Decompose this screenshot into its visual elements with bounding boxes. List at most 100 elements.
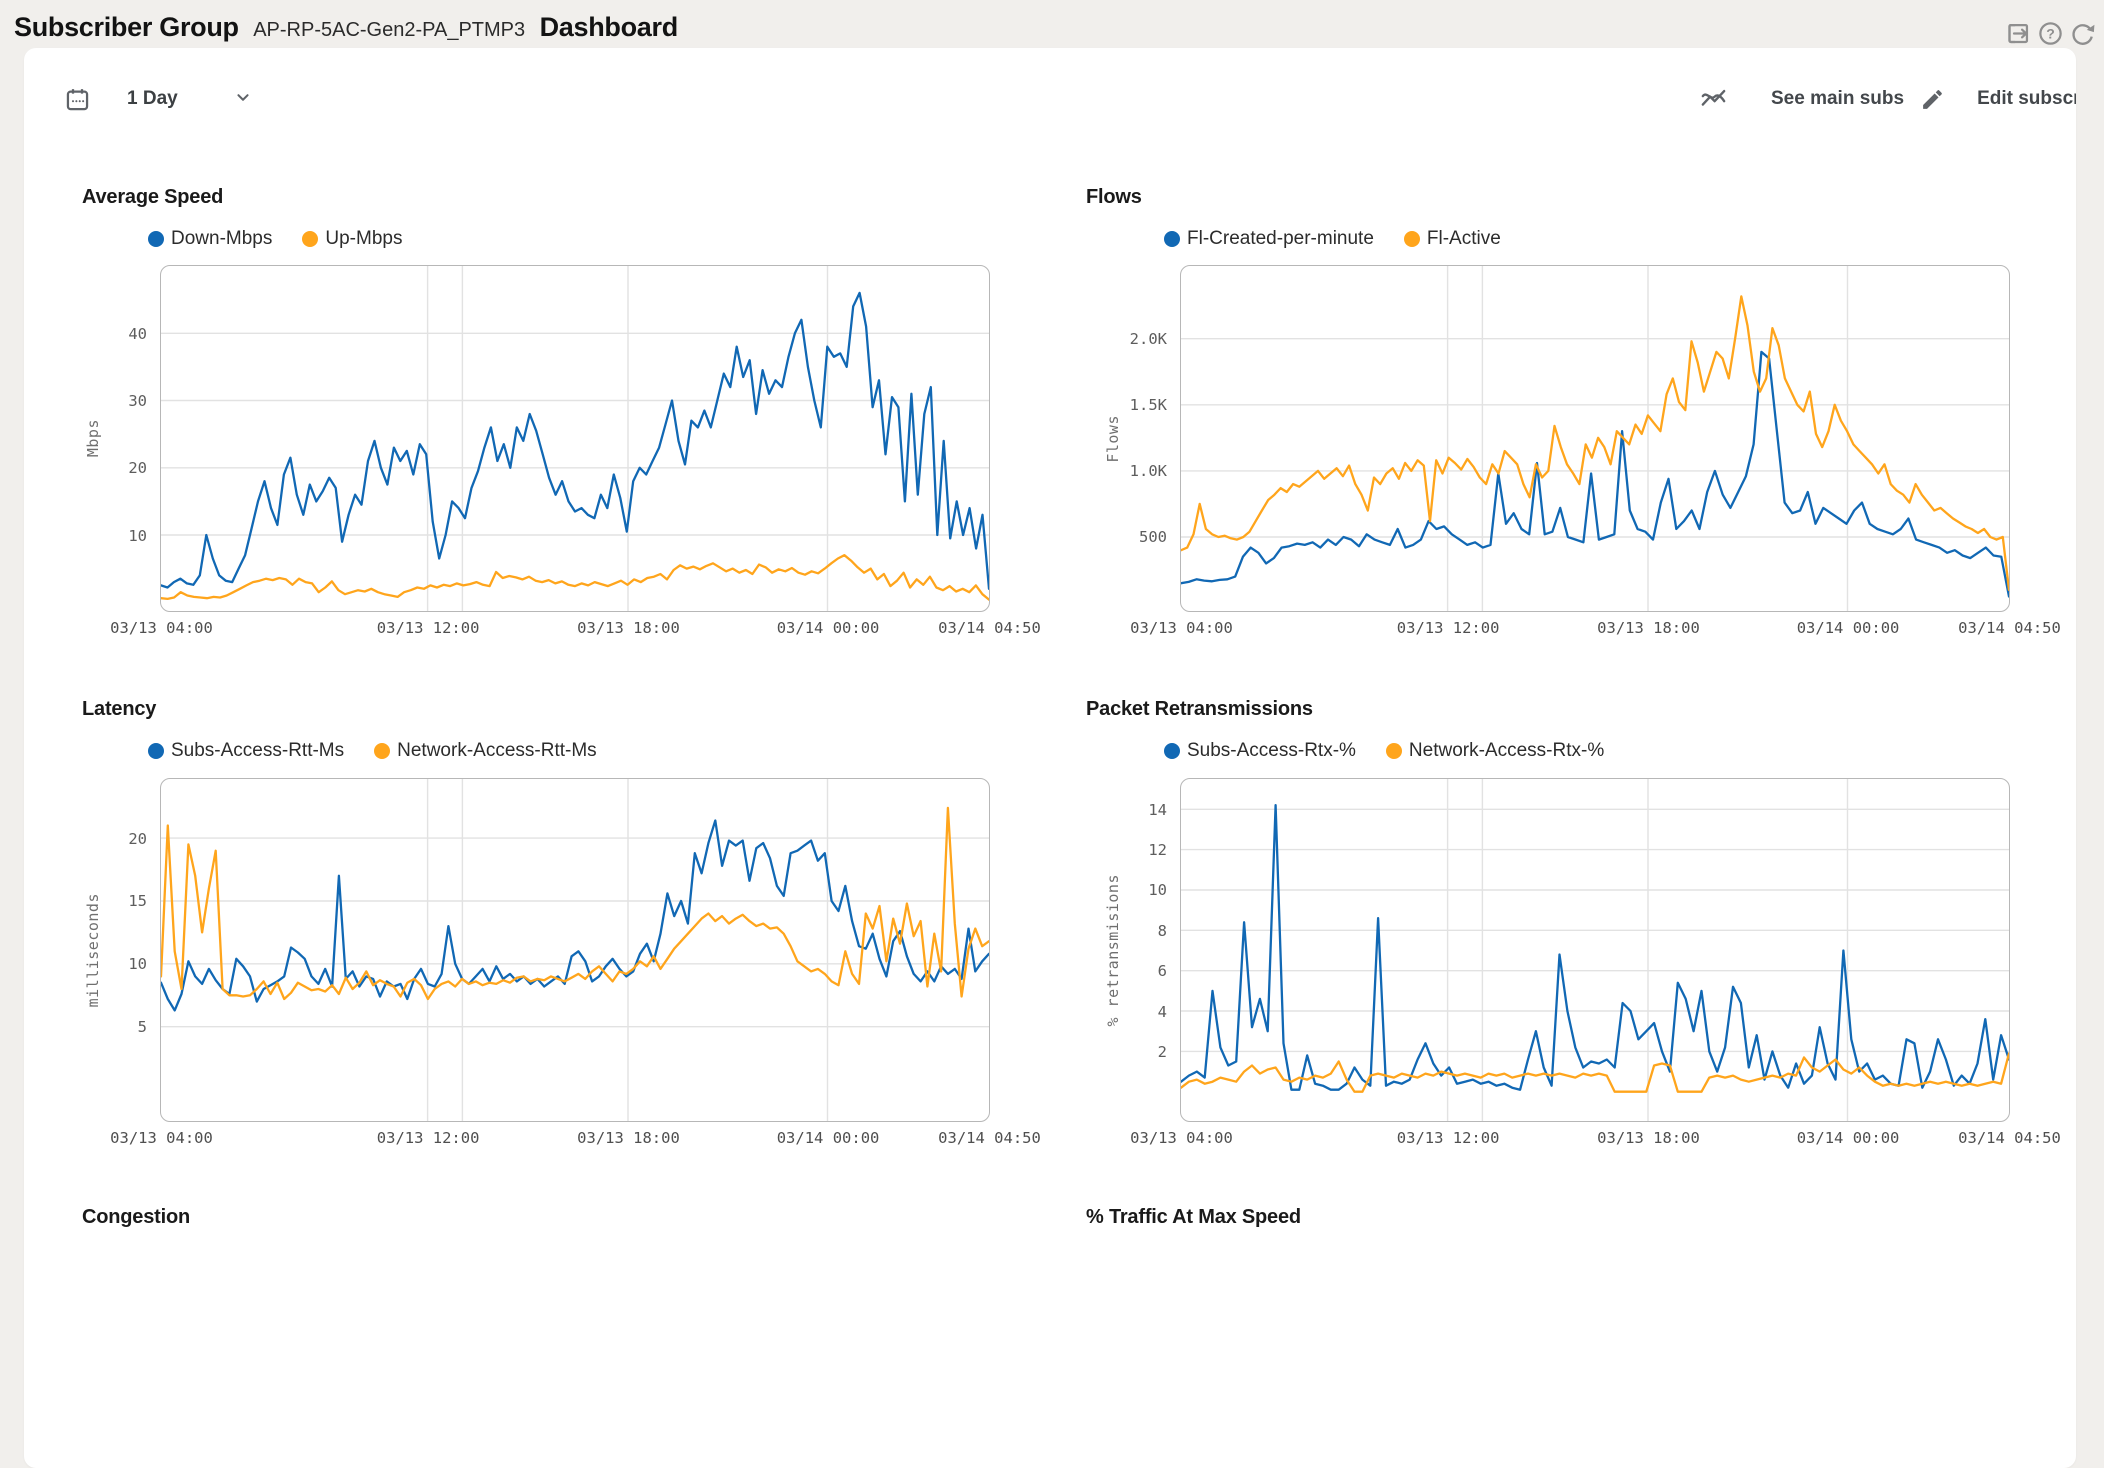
chart-title: Average Speed [82, 186, 224, 208]
y-axis-tick-label: 4 [1157, 1002, 1167, 1021]
x-axis-tick-label: 03/13 04:00 [1130, 619, 1233, 637]
legend-item[interactable]: Subs-Access-Rtx-% [1164, 740, 1356, 762]
plot-area[interactable]: milliseconds 5 10 15 20 03/13 04:00 03/13 12:… [84, 778, 1041, 1147]
y-axis-tick-label: 8 [1157, 921, 1167, 940]
x-axis-tick-label: 03/14 00:00 [1796, 1129, 1900, 1147]
chart-flows: Flows Fl-Created-per-minute Fl-Active Fl… [1086, 186, 2061, 691]
help-icon[interactable]: ? [2037, 20, 2064, 47]
y-axis-tick-label: 1.0K [1129, 462, 1167, 481]
legend-label: Fl-Created-per-minute [1187, 228, 1374, 249]
x-axis-tick-label: 03/14 00:00 [1796, 619, 1900, 637]
svg-text:?: ? [2046, 25, 2055, 41]
y-axis-tick-label: 12 [1148, 841, 1167, 860]
edit-pencil-icon[interactable] [1920, 87, 1945, 112]
time-range-value[interactable]: 1 Day [127, 88, 178, 109]
x-axis-tick-label: 03/13 18:00 [1597, 1129, 1700, 1147]
legend-dot [148, 231, 164, 247]
legend-item[interactable]: Fl-Created-per-minute [1164, 228, 1374, 250]
y-axis-tick-label: 5 [137, 1018, 147, 1037]
legend-label: Subs-Access-Rtt-Ms [171, 740, 345, 761]
legend-label: Up-Mbps [325, 228, 403, 249]
legend-dot [302, 231, 319, 247]
chart-packet-retransmissions: Packet Retransmissions Subs-Access-Rtx-%… [1086, 698, 2061, 1203]
y-axis-tick-label: 1.5K [1129, 396, 1167, 415]
multiline-chart-icon[interactable] [1700, 86, 1727, 113]
page-title-prefix: Subscriber Group [14, 12, 239, 42]
calendar-icon[interactable] [64, 86, 91, 113]
y-axis-tick-label: 10 [128, 955, 147, 974]
chart-legend: Down-Mbps Up-Mbps [148, 228, 402, 250]
legend-dot [1385, 743, 1402, 759]
chart-legend: Subs-Access-Rtx-% Network-Access-Rtx-% [1164, 740, 1604, 762]
y-axis-tick-label: 20 [128, 459, 147, 478]
x-axis-tick-label: 03/14 04:50 [938, 1129, 1041, 1147]
y-axis-tick-label: 10 [128, 526, 147, 545]
y-axis-tick-label: 30 [128, 392, 147, 410]
legend-item[interactable]: Subs-Access-Rtt-Ms [148, 740, 344, 762]
x-axis-tick-label: 03/13 18:00 [1597, 619, 1700, 637]
x-axis-tick-label: 03/13 04:00 [110, 1129, 213, 1147]
header-icon-group: ? [2005, 20, 2096, 47]
y-axis-title: milliseconds [84, 892, 102, 1008]
x-axis-tick-label: 03/13 04:00 [110, 619, 213, 637]
x-axis-tick-label: 03/13 12:00 [376, 619, 480, 637]
legend-item[interactable]: Up-Mbps [302, 228, 402, 250]
x-axis-tick-label: 03/14 04:50 [1958, 619, 2061, 637]
plot-canvas[interactable] [1180, 265, 2010, 612]
plot-canvas[interactable] [1180, 778, 2010, 1122]
chart-title: Packet Retransmissions [1086, 698, 1313, 720]
chart-latency: Latency Subs-Access-Rtt-Ms Network-Acces… [82, 698, 1052, 1203]
y-axis-tick-label: 10 [1148, 881, 1167, 900]
dashboard-card: 1 Day See main subs Edit subscriber Aver… [24, 48, 2076, 1468]
x-axis-tick-label: 03/13 12:00 [1396, 619, 1500, 637]
legend-dot [1164, 743, 1180, 759]
page-title-suffix: Dashboard [539, 12, 679, 42]
legend-item[interactable]: Fl-Active [1403, 228, 1501, 250]
y-axis-tick-label: 500 [1139, 528, 1167, 547]
subscriber-group-name: AP-RP-5AC-Gen2-PA_PTMP3 [253, 19, 526, 41]
edit-subscriber-button[interactable]: Edit subscriber [1977, 88, 2076, 109]
y-axis-tick-label: 15 [128, 892, 147, 911]
plot-area[interactable]: % retransmisions 2 4 6 8 10 12 14 03/13 04:00 03… [1104, 778, 2061, 1147]
y-axis-tick-label: 14 [1148, 800, 1167, 819]
x-axis-tick-label: 03/13 12:00 [1396, 1129, 1500, 1147]
x-axis-tick-label: 03/14 04:50 [938, 619, 1041, 637]
legend-item[interactable]: Network-Access-Rtt-Ms [374, 740, 597, 762]
x-axis-tick-label: 03/14 00:00 [776, 619, 880, 637]
y-axis-title: % retransmisions [1104, 873, 1122, 1027]
legend-label: Network-Access-Rtx-% [1408, 740, 1605, 761]
chart-title-congestion: Congestion [82, 1206, 190, 1228]
toolbar-right: See main subs Edit subscriber [1684, 82, 2076, 116]
plot-area[interactable]: Mbps 10 20 30 40 03/13 04:00 03/13 12:00 03/13… [84, 265, 1041, 637]
toolbar-left: 1 Day [64, 82, 254, 116]
chevron-down-icon[interactable] [232, 86, 254, 113]
y-axis-tick-label: 6 [1157, 962, 1167, 981]
legend-label: Fl-Active [1426, 228, 1501, 249]
chart-legend: Subs-Access-Rtt-Ms Network-Access-Rtt-Ms [148, 740, 597, 762]
x-axis-tick-label: 03/13 18:00 [577, 619, 680, 637]
y-axis-title: Flows [1104, 414, 1122, 463]
see-main-subs-button[interactable]: See main subs [1771, 88, 1905, 109]
refresh-icon[interactable] [2069, 20, 2096, 47]
legend-label: Network-Access-Rtt-Ms [397, 740, 597, 761]
chart-average-speed: Average Speed Down-Mbps Up-Mbps Mbps 10 2… [82, 186, 1052, 691]
x-axis-tick-label: 03/13 12:00 [376, 1129, 480, 1147]
chart-title: Latency [82, 698, 157, 720]
x-axis-tick-label: 03/13 04:00 [1130, 1129, 1233, 1147]
x-axis-tick-label: 03/14 04:50 [1958, 1129, 2061, 1147]
y-axis-title: Mbps [84, 419, 102, 458]
plot-canvas[interactable] [160, 265, 990, 612]
plot-area[interactable]: Flows 500 1.0K 1.5K 2.0K 03/13 04:00 03/13 12… [1104, 265, 2061, 637]
plot-canvas[interactable] [160, 778, 990, 1122]
legend-item[interactable]: Network-Access-Rtx-% [1385, 740, 1605, 762]
y-axis-tick-label: 40 [128, 324, 147, 343]
legend-dot [374, 743, 391, 759]
y-axis-tick-label: 2.0K [1129, 330, 1167, 349]
legend-dot [1164, 231, 1180, 247]
y-axis-tick-label: 2 [1157, 1042, 1167, 1061]
legend-dot [148, 743, 164, 759]
exit-to-app-icon[interactable] [2005, 20, 2032, 47]
chart-title: Flows [1086, 186, 1142, 208]
legend-label: Down-Mbps [171, 228, 273, 249]
legend-item[interactable]: Down-Mbps [148, 228, 272, 250]
